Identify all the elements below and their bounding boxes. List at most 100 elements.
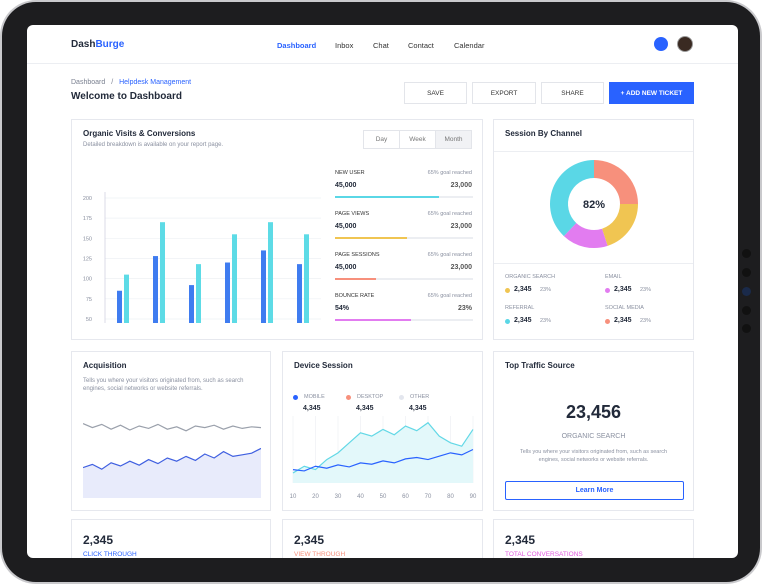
stat-target: 23,000 — [450, 182, 472, 189]
progress-bar — [335, 196, 439, 198]
legend-dot — [605, 288, 610, 293]
x-tick-label: 80 — [447, 494, 454, 500]
divider — [494, 151, 693, 152]
side-dot — [742, 306, 751, 315]
breadcrumb-item[interactable]: Helpdesk Management — [119, 79, 192, 86]
stat-goal: 65% goal reached — [427, 170, 472, 176]
progress-bar — [335, 278, 377, 280]
card-title: Session By Channel — [505, 129, 582, 138]
share-button[interactable]: SHARE — [541, 82, 604, 104]
legend-name: DESKTOP — [357, 394, 384, 400]
breadcrumb-separator: / — [111, 79, 114, 86]
stat-label: BOUNCE RATE — [335, 293, 375, 299]
tab[interactable]: Week — [400, 131, 436, 148]
side-dot — [742, 287, 751, 296]
legend-value: 4,345 — [356, 405, 374, 412]
legend-dot — [505, 319, 510, 324]
bar — [117, 290, 122, 323]
card-title: Organic Visits & Conversions — [83, 129, 196, 138]
stat-label: NEW USER — [335, 170, 365, 176]
stat-goal: 65% goal reached — [427, 211, 472, 217]
screen: DashBurge Dashboard / Helpdesk Managemen… — [27, 25, 738, 558]
bar — [160, 222, 165, 323]
add-ticket-button[interactable]: + ADD NEW TICKET — [609, 82, 694, 104]
y-tick-label: 75 — [86, 297, 92, 303]
summary-card: 2,345 TOTAL CONVERSATIONS — [493, 519, 694, 558]
stat-target: 23% — [457, 305, 472, 312]
stat-goal: 65% goal reached — [427, 293, 472, 299]
bar — [304, 234, 309, 323]
legend-dot — [605, 319, 610, 324]
legend-name: SOCIAL MEDIA — [605, 305, 644, 311]
area — [293, 422, 473, 483]
legend-pct: 23% — [640, 318, 652, 324]
stat-value: 45,000 — [335, 223, 357, 230]
nav-link[interactable]: Inbox — [335, 41, 354, 50]
traffic-card: Top Traffic Source 23,456 ORGANIC SEARCH… — [493, 351, 694, 511]
y-tick-label: 200 — [83, 196, 92, 202]
donut-segment — [563, 222, 608, 248]
donut-segment — [594, 160, 638, 204]
brand[interactable]: DashBurge — [71, 39, 124, 50]
legend-name: OTHER — [410, 394, 430, 400]
stat-target: 23,000 — [450, 264, 472, 271]
tab[interactable]: Day — [364, 131, 400, 148]
y-tick-label: 50 — [86, 317, 92, 323]
stat-value: 54% — [335, 305, 350, 312]
summary-value: 2,345 — [505, 533, 536, 547]
save-button[interactable]: SAVE — [404, 82, 467, 104]
legend-value: 4,345 — [409, 405, 427, 412]
donut-chart: 82% — [550, 160, 638, 248]
avatar[interactable] — [678, 37, 692, 51]
stat-value: 45,000 — [335, 264, 357, 271]
legend-dot — [399, 395, 404, 400]
legend-value: 4,345 — [303, 405, 321, 412]
x-tick-label: 30 — [335, 494, 342, 500]
breadcrumb-item[interactable]: Dashboard — [71, 79, 106, 86]
nav-link[interactable]: Contact — [408, 41, 434, 50]
divider — [494, 263, 693, 264]
bar — [268, 222, 273, 323]
side-dot — [742, 249, 751, 258]
donut-segment — [550, 160, 594, 237]
donut-center: 82% — [583, 199, 605, 211]
y-tick-label: 125 — [83, 256, 92, 262]
progress-bar — [335, 319, 411, 321]
nav-divider — [27, 63, 738, 64]
tab-active[interactable]: Month — [436, 131, 471, 148]
legend-dot — [346, 395, 351, 400]
legend-value: 2,345 — [514, 317, 532, 324]
x-tick-label: 50 — [380, 494, 387, 500]
summary-label: CLICK THROUGH — [83, 551, 137, 558]
nav-link[interactable]: Dashboard — [277, 41, 317, 50]
x-tick-label: 10 — [290, 494, 297, 500]
stat-label: PAGE SESSIONS — [335, 252, 380, 258]
legend-value: 2,345 — [614, 286, 632, 293]
summary-card: 2,345 CLICK THROUGH — [71, 519, 271, 558]
tabs: Day Week Month — [363, 130, 472, 149]
acquisition-chart — [83, 423, 261, 498]
stat-label: PAGE VIEWS — [335, 211, 370, 217]
traffic-label: ORGANIC SEARCH — [561, 433, 626, 440]
summary-label: TOTAL CONVERSATIONS — [505, 551, 583, 558]
y-tick-label: 150 — [83, 236, 92, 242]
y-tick-label: 175 — [83, 216, 92, 222]
legend-name: EMAIL — [605, 274, 622, 280]
notification-icon[interactable] — [654, 37, 668, 51]
learn-more-button[interactable]: Learn More — [505, 481, 684, 500]
progress-track — [335, 237, 473, 239]
x-tick-label: 60 — [402, 494, 409, 500]
bar — [189, 285, 194, 323]
traffic-value: 23,456 — [565, 402, 622, 422]
side-dot — [742, 268, 751, 277]
nav-link[interactable]: Calendar — [454, 41, 485, 50]
x-tick-label: 40 — [357, 494, 364, 500]
bar — [225, 262, 230, 323]
nav-link[interactable]: Chat — [373, 41, 389, 50]
export-button[interactable]: EXPORT — [472, 82, 536, 104]
legend-name: ORGANIC SEARCH — [505, 274, 556, 280]
legend-name: REFERRAL — [505, 305, 535, 311]
x-tick-label: 20 — [312, 494, 319, 500]
legend-value: 2,345 — [614, 317, 632, 324]
